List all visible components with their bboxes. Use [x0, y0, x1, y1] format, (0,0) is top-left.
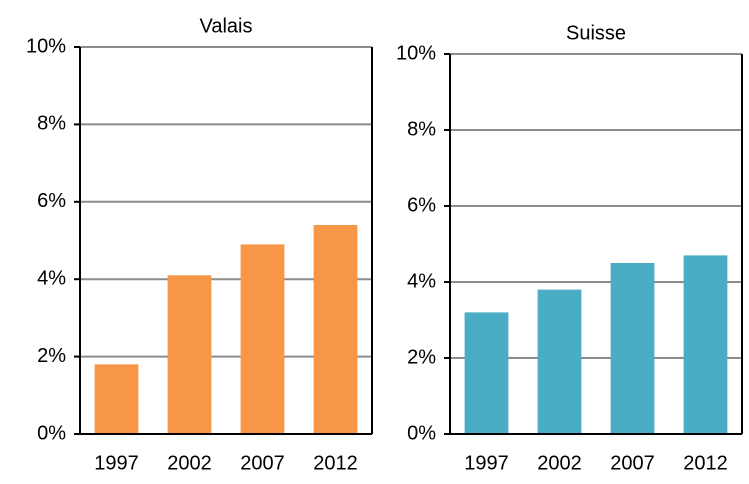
x-tick-label: 2007 — [610, 452, 655, 474]
y-tick-label: 2% — [407, 346, 436, 368]
x-tick-label: 2002 — [167, 452, 212, 474]
bar — [313, 225, 358, 434]
bar — [683, 255, 728, 434]
x-tick-label: 2002 — [537, 452, 582, 474]
bar — [464, 312, 509, 434]
bar — [240, 244, 285, 434]
chart-title: Valais — [200, 15, 253, 37]
y-tick-label: 4% — [37, 267, 66, 289]
y-tick-label: 4% — [407, 270, 436, 292]
y-tick-label: 10% — [396, 42, 436, 64]
chart-title: Suisse — [566, 22, 626, 44]
y-tick-label: 0% — [37, 422, 66, 444]
x-tick-label: 1997 — [94, 452, 139, 474]
x-tick-label: 2007 — [240, 452, 285, 474]
y-tick-label: 6% — [407, 194, 436, 216]
bar — [610, 263, 655, 434]
bar — [167, 275, 212, 434]
y-tick-label: 2% — [37, 345, 66, 367]
bar — [94, 364, 139, 434]
y-tick-label: 6% — [37, 190, 66, 212]
x-tick-label: 2012 — [683, 452, 728, 474]
y-tick-label: 8% — [37, 113, 66, 135]
x-tick-label: 1997 — [464, 452, 509, 474]
y-tick-label: 8% — [407, 118, 436, 140]
y-tick-label: 0% — [407, 422, 436, 444]
y-tick-label: 10% — [26, 35, 66, 57]
bar — [537, 289, 582, 434]
x-tick-label: 2012 — [313, 452, 358, 474]
